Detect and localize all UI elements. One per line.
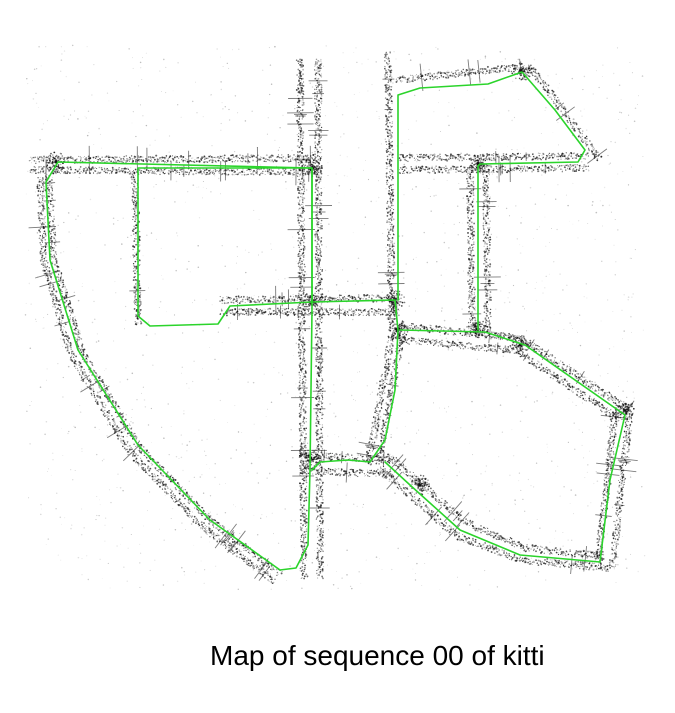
trajectory-segment — [137, 167, 313, 327]
trajectory-segment — [311, 299, 399, 471]
point-cloud-scatter — [24, 44, 646, 591]
trajectory-segment — [45, 161, 313, 571]
kitti-map — [24, 44, 646, 591]
map-caption: Map of sequence 00 of kitti — [210, 640, 545, 671]
map-canvas — [24, 44, 646, 591]
point-cloud-roads — [28, 51, 638, 584]
trajectory-segment — [397, 71, 586, 331]
trajectory-segment — [384, 329, 626, 563]
trajectory-path — [45, 71, 626, 571]
